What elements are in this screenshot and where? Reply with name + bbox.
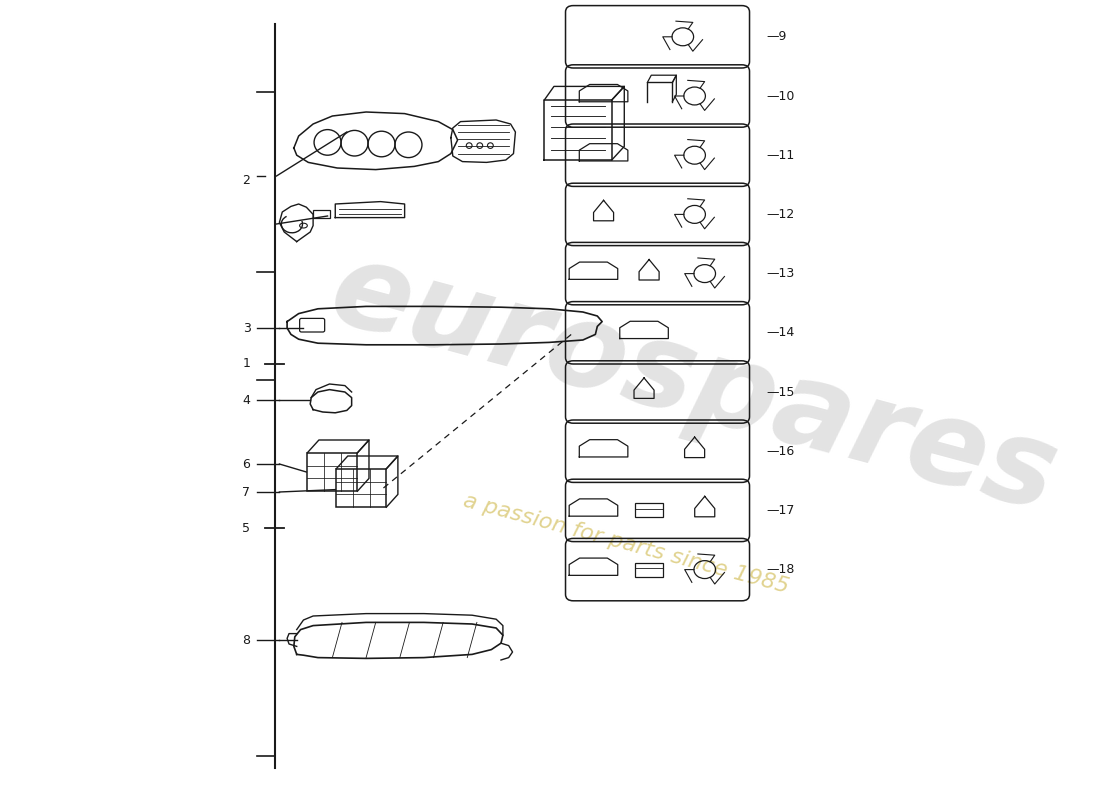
Text: 6: 6 bbox=[243, 458, 251, 470]
Text: —10: —10 bbox=[766, 90, 794, 102]
Text: 5: 5 bbox=[242, 522, 251, 534]
Text: —9: —9 bbox=[766, 30, 786, 43]
Text: —11: —11 bbox=[766, 149, 794, 162]
Text: eurospares: eurospares bbox=[318, 232, 1069, 536]
Text: —17: —17 bbox=[766, 504, 794, 517]
Text: —15: —15 bbox=[766, 386, 794, 398]
Text: 2: 2 bbox=[243, 174, 251, 186]
Text: —14: —14 bbox=[766, 326, 794, 339]
Text: —16: —16 bbox=[766, 445, 794, 458]
Text: 3: 3 bbox=[243, 322, 251, 334]
Text: 4: 4 bbox=[243, 394, 251, 406]
Text: a passion for parts since 1985: a passion for parts since 1985 bbox=[461, 491, 791, 597]
Text: —18: —18 bbox=[766, 563, 794, 576]
Text: —12: —12 bbox=[766, 208, 794, 221]
Text: 1: 1 bbox=[243, 358, 251, 370]
Text: 7: 7 bbox=[242, 486, 251, 498]
Text: 8: 8 bbox=[242, 634, 251, 646]
Text: —13: —13 bbox=[766, 267, 794, 280]
